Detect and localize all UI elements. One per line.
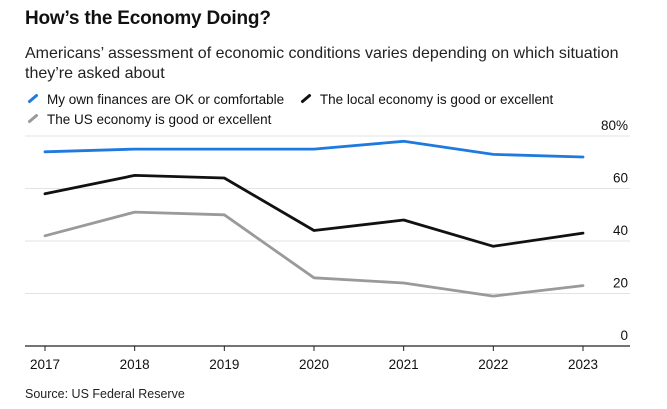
series-local-economy-line: [43, 173, 585, 248]
x-tick-label: 2021: [389, 357, 419, 372]
series-us-economy-line: [43, 210, 585, 298]
y-tick-label: 60: [613, 171, 628, 186]
legend-label-local-economy: The local economy is good or excellent: [319, 92, 554, 107]
x-tick-label: 2018: [120, 357, 150, 372]
chart-title: How’s the Economy Doing?: [25, 8, 271, 29]
legend-label-us-economy: The US economy is good or excellent: [47, 112, 272, 127]
legend-item-own-finances: My own finances are OK or comfortable: [25, 90, 284, 110]
x-tick-label: 2017: [30, 357, 60, 372]
x-tick-label: 2022: [478, 357, 508, 372]
legend: My own finances are OK or comfortable Th…: [25, 90, 645, 130]
y-tick-label: 20: [613, 276, 628, 291]
x-tick-label: 2019: [209, 357, 239, 372]
x-tick-label: 2020: [299, 357, 329, 372]
y-tick-label: 0: [620, 328, 628, 343]
legend-item-local-economy: The local economy is good or excellent: [298, 90, 553, 110]
legend-item-us-economy: The US economy is good or excellent: [25, 110, 271, 130]
x-tick-label: 2023: [568, 357, 598, 372]
source-note: Source: US Federal Reserve: [25, 387, 185, 401]
chart-subtitle: Americans’ assessment of economic condit…: [25, 45, 619, 82]
legend-label-own-finances: My own finances are OK or comfortable: [47, 92, 285, 107]
series-own-finances-line: [43, 139, 585, 159]
y-tick-label: 80%: [601, 118, 628, 133]
y-tick-label: 40: [613, 223, 628, 238]
